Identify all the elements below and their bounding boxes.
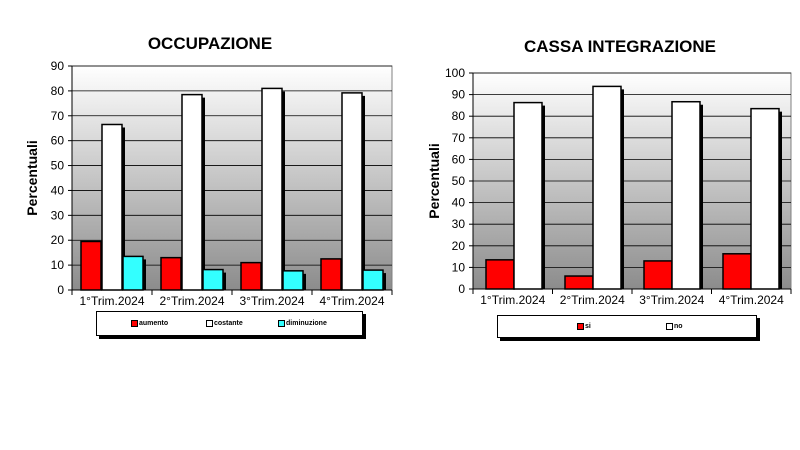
chart-title: CASSA INTEGRAZIONE [523, 37, 717, 56]
bar-aumento [320, 258, 342, 291]
y-tick-label: 80 [51, 84, 65, 98]
chart-title: OCCUPAZIONE [147, 34, 273, 53]
y-tick-label: 0 [458, 282, 465, 296]
y-tick-label: 100 [445, 66, 465, 80]
legend-item-no: no [666, 316, 683, 337]
y-tick-label: 80 [452, 109, 466, 123]
y-tick-label: 50 [452, 174, 466, 188]
y-tick-label: 0 [57, 283, 64, 297]
bar-costante [101, 123, 123, 291]
y-tick-label: 50 [51, 159, 65, 173]
bar-diminuzione [282, 270, 304, 291]
y-tick-label: 10 [452, 260, 466, 274]
bar-si [722, 253, 752, 290]
legend-item-aumento: aumento [131, 312, 168, 335]
bar-costante [341, 92, 363, 291]
y-tick-label: 90 [452, 88, 466, 102]
x-tick-label: 4°Trim.2024 [719, 293, 784, 307]
y-tick-label: 10 [51, 258, 65, 272]
y-tick-label: 90 [51, 59, 65, 73]
x-tick-label: 3°Trim.2024 [639, 293, 704, 307]
bar-diminuzione [362, 269, 384, 291]
bar-aumento [240, 261, 262, 291]
x-tick-label: 3°Trim.2024 [239, 294, 304, 308]
bar-aumento [160, 256, 182, 291]
chart-legend: aumento costante diminuzione [96, 311, 363, 336]
legend-swatch [131, 320, 138, 327]
y-tick-label: 60 [452, 152, 466, 166]
bar-si [643, 260, 673, 290]
x-tick-label: 2°Trim.2024 [560, 293, 625, 307]
y-tick-label: 30 [51, 208, 65, 222]
y-tick-label: 40 [51, 183, 65, 197]
legend-swatch [666, 323, 673, 330]
bar-si [485, 259, 515, 290]
x-tick-label: 2°Trim.2024 [159, 294, 224, 308]
chart-svg: 0 10 20 30 40 50 60 70 80 90 Percentuali 1°Trim.202… [24, 59, 393, 308]
y-tick-label: 20 [452, 239, 466, 253]
x-tick-label: 1°Trim.2024 [79, 294, 144, 308]
plot-area [71, 65, 393, 291]
legend-item-costante: costante [206, 312, 243, 335]
y-axis-label: Percentuali [24, 140, 40, 215]
y-tick-label: 60 [51, 134, 65, 148]
legend-item-si: si [577, 316, 591, 337]
legend-item-diminuzione: diminuzione [278, 312, 327, 335]
x-tick-label: 4°Trim.2024 [319, 294, 384, 308]
bar-costante [181, 93, 203, 291]
bar-si [564, 275, 594, 290]
x-tick-label: 1°Trim.2024 [480, 293, 545, 307]
legend-swatch [206, 320, 213, 327]
legend-label: si [585, 323, 591, 330]
chart-svg: 0 10 20 30 40 50 60 70 80 90 100 Percentuali 1°Trim.… [426, 66, 792, 307]
bar-no [513, 101, 543, 290]
bar-no [592, 85, 622, 290]
legend-label: no [674, 323, 683, 330]
legend-swatch [278, 320, 285, 327]
y-axis-label: Percentuali [426, 143, 442, 218]
bar-no [671, 100, 701, 290]
bar-no [750, 107, 780, 290]
bar-aumento [80, 240, 102, 291]
legend-label: diminuzione [286, 320, 327, 327]
chart-occupazione: OCCUPAZIONE 0 10 20 30 40 50 60 70 80 90 Percentua… [24, 34, 393, 336]
chart-legend: si no [497, 315, 757, 338]
y-tick-label: 30 [452, 217, 466, 231]
legend-label: costante [214, 320, 243, 327]
bar-costante [261, 87, 283, 291]
bar-diminuzione [202, 268, 224, 291]
y-tick-label: 70 [51, 109, 65, 123]
bar-diminuzione [122, 255, 144, 291]
legend-swatch [577, 323, 584, 330]
chart-cassa-integrazione: CASSA INTEGRAZIONE 0 10 20 30 40 50 60 70 80 90 10… [400, 0, 800, 450]
y-tick-label: 20 [51, 233, 65, 247]
y-tick-label: 40 [452, 196, 466, 210]
legend-label: aumento [139, 320, 169, 327]
y-tick-label: 70 [452, 131, 466, 145]
